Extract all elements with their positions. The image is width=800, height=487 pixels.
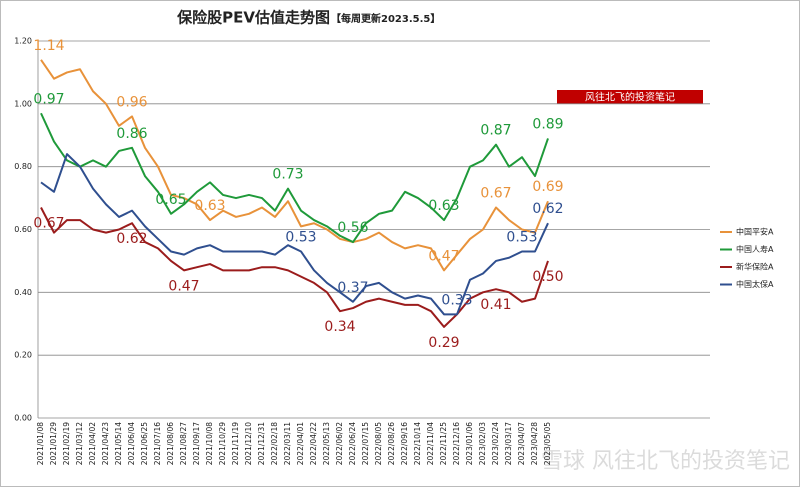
x-tick-label: 2022/11/04: [426, 422, 435, 465]
data-label: 0.53: [285, 229, 316, 245]
x-tick-label: 2021/09/17: [192, 422, 201, 465]
y-tick-label: 0.40: [14, 288, 32, 297]
x-tick-label: 2021/03/12: [75, 422, 84, 465]
y-tick-label: 1.20: [14, 37, 32, 46]
x-tick-label: 2021/08/27: [179, 422, 188, 465]
x-tick-label: 2021/11/19: [231, 422, 240, 465]
legend-label: 中国人寿A: [736, 244, 774, 254]
x-tick-label: 2021/08/06: [166, 422, 175, 465]
chart-subtitle: 【每周更新2023.5.5】: [331, 12, 440, 25]
x-tick-label: 2022/08/26: [387, 422, 396, 465]
x-tick-label: 2021/10/08: [205, 422, 214, 465]
x-tick-label: 2022/10/14: [413, 422, 422, 465]
x-tick-label: 2022/11/25: [439, 422, 448, 465]
y-tick-label: 0.60: [14, 225, 32, 234]
data-label: 0.34: [324, 319, 355, 335]
x-tick-label: 2023/02/03: [478, 422, 487, 465]
x-tick-label: 2022/08/05: [374, 422, 383, 465]
y-tick-label: 1.00: [14, 99, 32, 108]
data-label: 0.65: [155, 192, 186, 208]
x-tick-label: 2023/05/05: [543, 422, 552, 465]
data-label: 0.63: [194, 198, 225, 214]
data-label: 0.67: [33, 216, 64, 232]
data-label: 0.86: [116, 126, 147, 142]
data-label: 0.97: [33, 91, 64, 107]
x-tick-label: 2022/03/11: [283, 422, 292, 465]
x-tick-label: 2022/05/13: [322, 422, 331, 465]
watermark: 雪球 风往北飞的投资笔记: [541, 449, 790, 474]
y-tick-label: 0.00: [14, 414, 32, 423]
x-tick-label: 2023/04/07: [517, 422, 526, 465]
data-label: 0.89: [532, 116, 563, 132]
data-label: 0.87: [480, 123, 511, 139]
data-label: 0.73: [272, 167, 303, 183]
x-tick-label: 2021/01/29: [49, 422, 58, 465]
x-tick-label: 2021/07/16: [153, 422, 162, 465]
x-tick-label: 2022/04/01: [296, 422, 305, 465]
x-tick-label: 2022/07/15: [361, 422, 370, 465]
x-tick-label: 2021/06/04: [127, 422, 136, 465]
x-tick-label: 2021/05/14: [114, 422, 123, 465]
data-label: 0.47: [428, 248, 459, 264]
data-label: 0.62: [116, 231, 147, 247]
data-label: 0.63: [428, 198, 459, 214]
x-tick-label: 2022/02/18: [270, 422, 279, 465]
data-label: 1.14: [33, 38, 64, 54]
y-tick-label: 0.80: [14, 162, 32, 171]
chart-title: 保险股PEV估值走势图: [176, 9, 330, 27]
x-tick-label: 2021/06/25: [140, 422, 149, 465]
data-label: 0.96: [116, 94, 147, 110]
legend-label: 中国平安A: [736, 227, 774, 237]
data-label: 0.53: [506, 229, 537, 245]
series-line: [40, 153, 549, 316]
data-label: 0.62: [532, 201, 563, 217]
series-line: [40, 112, 549, 244]
data-label: 0.41: [480, 297, 511, 313]
banner-box: [557, 90, 703, 104]
data-label: 0.69: [532, 179, 563, 195]
series-line: [40, 59, 549, 272]
y-tick-label: 0.20: [14, 351, 32, 360]
series-line: [40, 207, 549, 328]
legend-label: 中国太保A: [736, 279, 774, 289]
data-label: 0.56: [337, 220, 368, 236]
x-tick-label: 2021/01/08: [36, 422, 45, 465]
x-tick-label: 2021/10/29: [218, 422, 227, 465]
x-tick-label: 2021/12/10: [244, 422, 253, 465]
x-tick-label: 2022/12/16: [452, 422, 461, 465]
x-tick-label: 2023/02/24: [491, 422, 500, 465]
data-label: 0.47: [168, 278, 199, 294]
x-tick-label: 2023/03/17: [504, 422, 513, 465]
x-tick-label: 2021/02/19: [62, 422, 71, 465]
x-tick-label: 2022/06/24: [348, 422, 357, 465]
x-tick-label: 2021/12/31: [257, 422, 266, 465]
x-tick-label: 2022/04/22: [309, 422, 318, 465]
x-tick-label: 2022/06/02: [335, 422, 344, 465]
x-tick-label: 2022/09/16: [400, 422, 409, 465]
banner-text: 风往北飞的投资笔记: [585, 91, 675, 104]
data-label: 0.50: [532, 269, 563, 285]
x-tick-label: 2021/04/23: [101, 422, 110, 465]
data-label: 0.67: [480, 186, 511, 202]
x-tick-label: 2023/04/28: [530, 422, 539, 465]
data-label: 0.29: [428, 335, 459, 351]
x-tick-label: 2021/04/02: [88, 422, 97, 465]
data-label: 0.37: [337, 280, 368, 296]
data-label: 0.33: [441, 292, 472, 308]
x-tick-label: 2023/01/06: [465, 422, 474, 465]
legend-label: 新华保险A: [736, 262, 774, 272]
